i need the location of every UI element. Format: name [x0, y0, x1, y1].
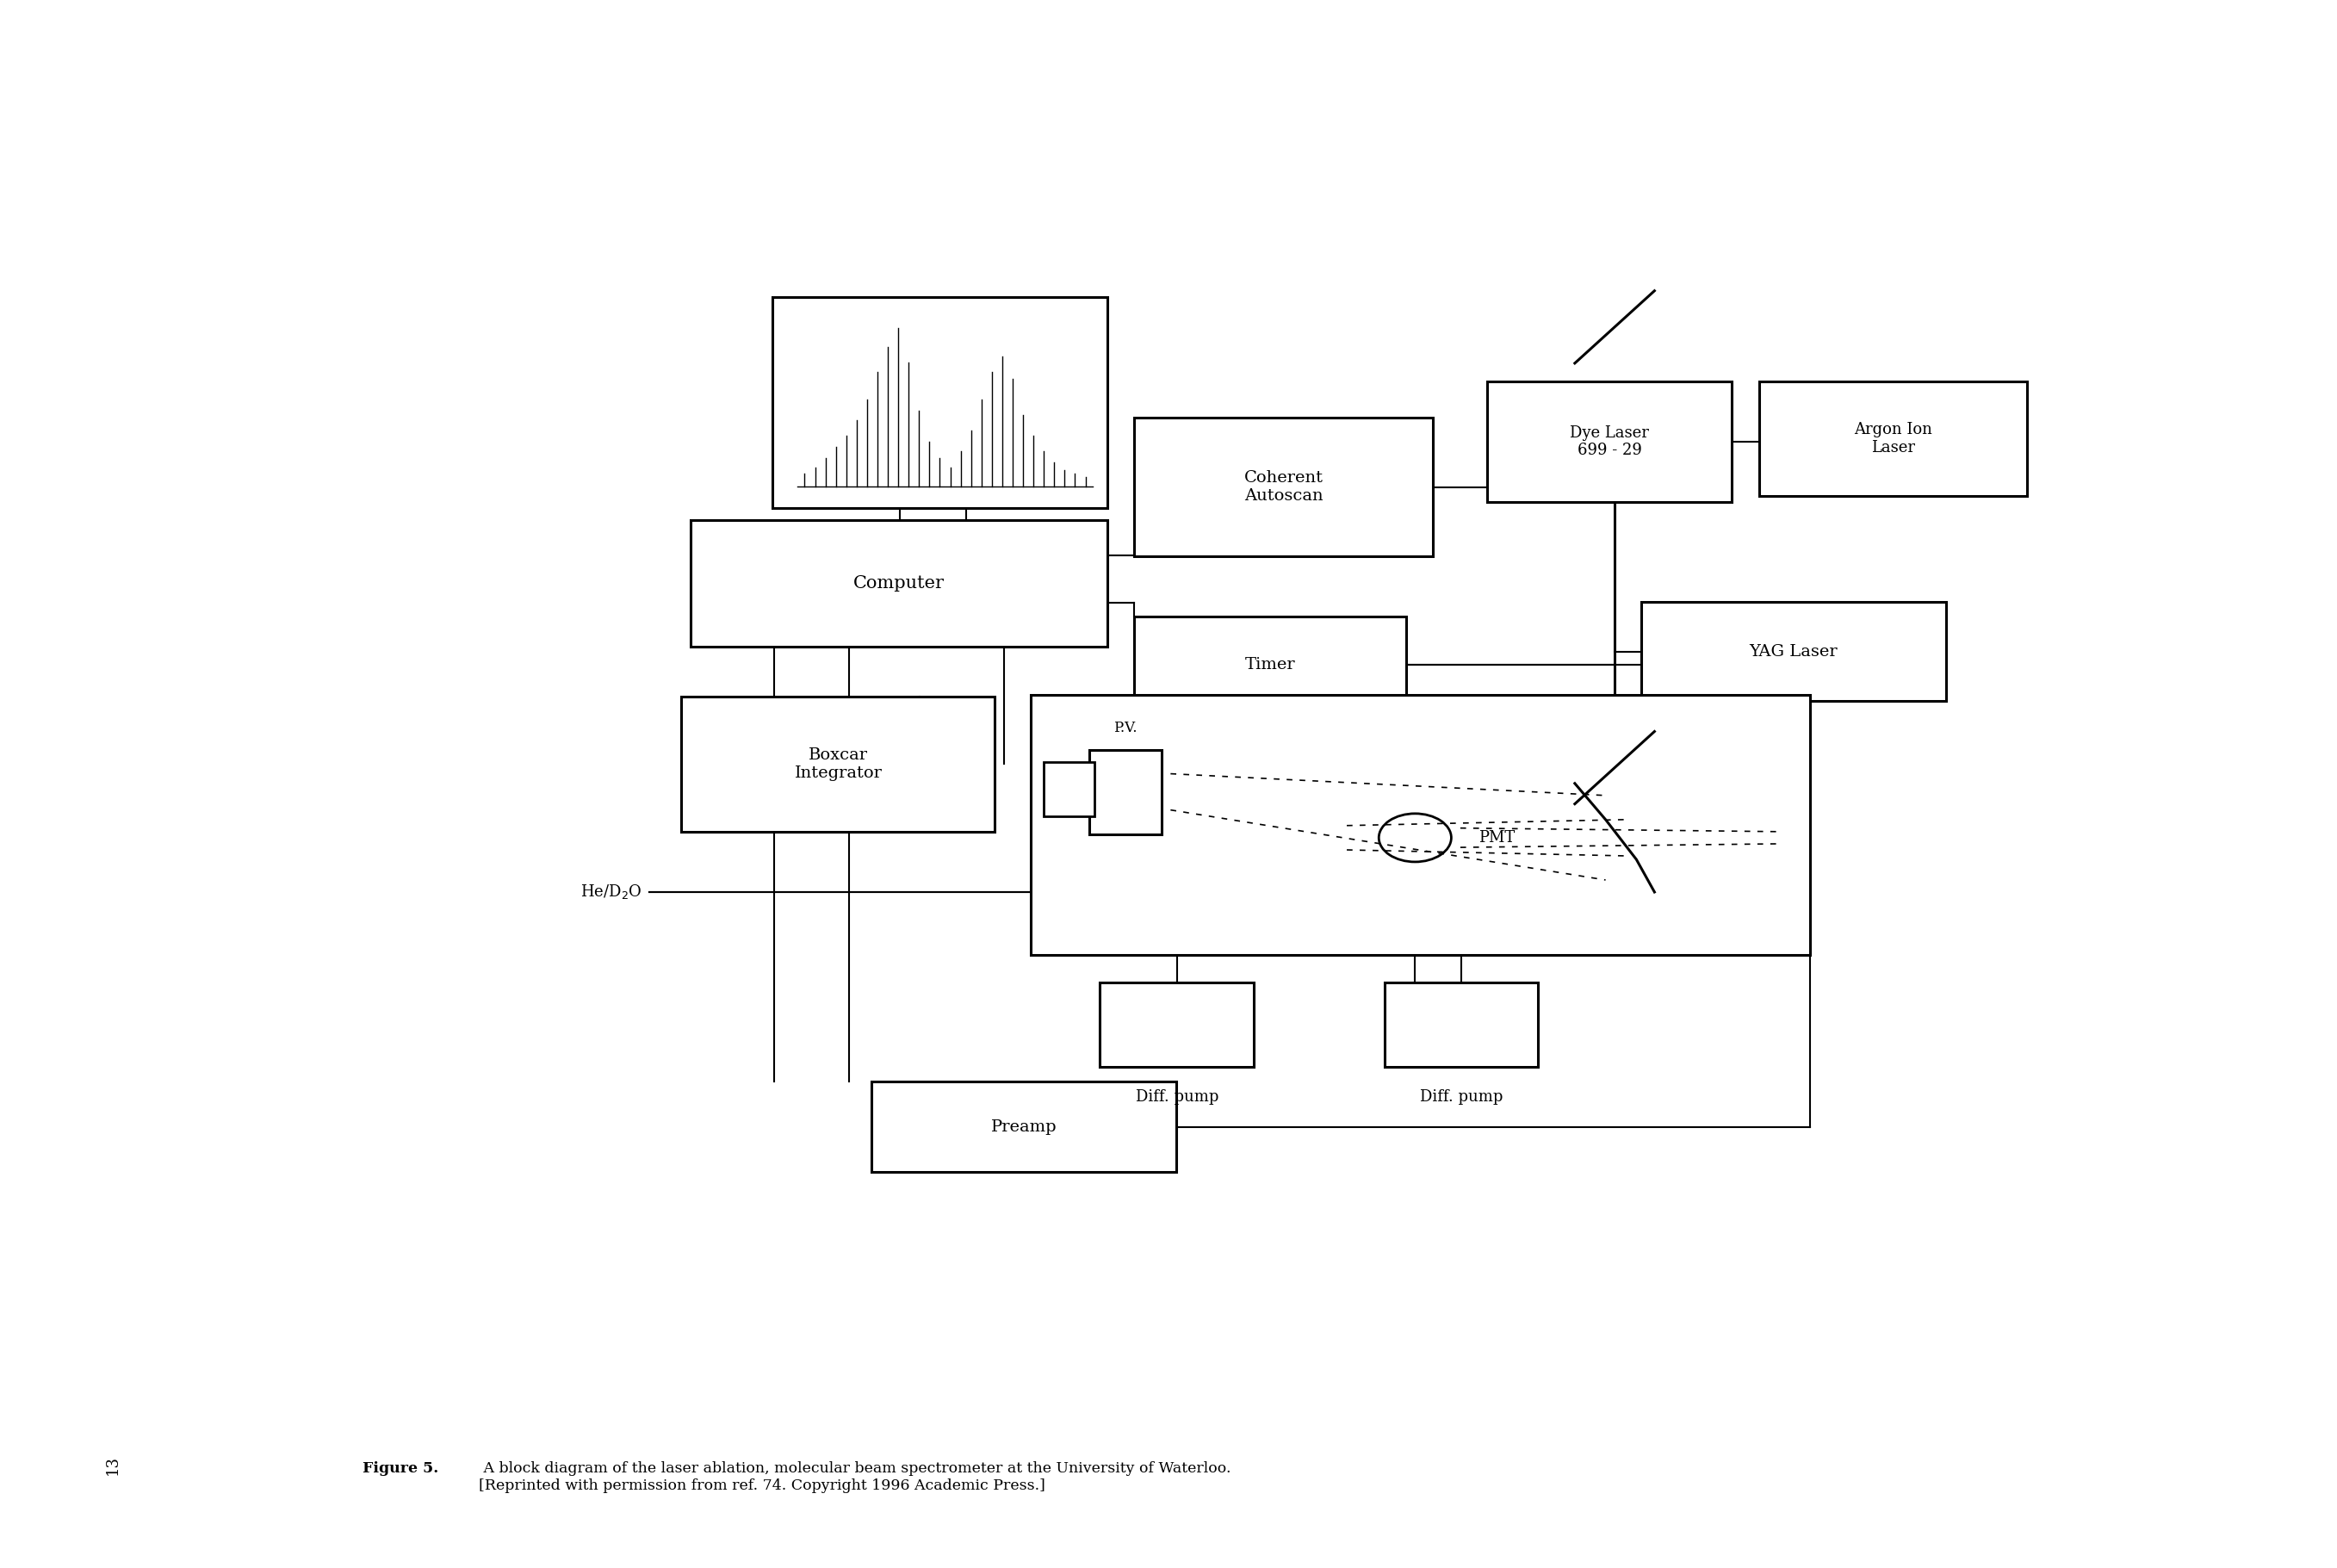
Text: P.V.: P.V.	[1112, 721, 1138, 735]
Text: Timer: Timer	[1246, 657, 1295, 673]
Bar	[1641, 602, 1947, 701]
Text: Computer: Computer	[853, 575, 944, 591]
Text: Diff. pump: Diff. pump	[1421, 1090, 1503, 1105]
Bar	[1133, 417, 1433, 557]
Text: Dye Laser
699 - 29: Dye Laser 699 - 29	[1570, 425, 1650, 458]
Bar	[1031, 695, 1809, 955]
Bar	[1101, 983, 1255, 1068]
Bar	[1384, 983, 1538, 1068]
Text: Coherent
Autoscan: Coherent Autoscan	[1243, 470, 1323, 503]
Bar	[1489, 381, 1732, 502]
Text: 13: 13	[105, 1455, 119, 1475]
Text: Boxcar
Integrator: Boxcar Integrator	[795, 748, 881, 781]
Bar	[771, 296, 1108, 508]
Text: A block diagram of the laser ablation, molecular beam spectrometer at the Univer: A block diagram of the laser ablation, m…	[479, 1461, 1232, 1493]
Text: PMT: PMT	[1479, 829, 1514, 845]
Text: Diff. pump: Diff. pump	[1136, 1090, 1218, 1105]
Bar	[1045, 762, 1094, 815]
Bar	[692, 521, 1108, 648]
Bar	[1760, 381, 2026, 495]
Bar	[1089, 750, 1161, 834]
Text: Argon Ion
Laser: Argon Ion Laser	[1853, 422, 1933, 455]
Text: He/D$_2$O: He/D$_2$O	[580, 883, 643, 902]
Bar	[872, 1082, 1176, 1173]
Bar	[1133, 616, 1407, 713]
Text: Figure 5.: Figure 5.	[362, 1461, 439, 1475]
Bar	[682, 696, 996, 831]
Text: YAG Laser: YAG Laser	[1750, 644, 1837, 660]
Text: Preamp: Preamp	[991, 1120, 1056, 1135]
